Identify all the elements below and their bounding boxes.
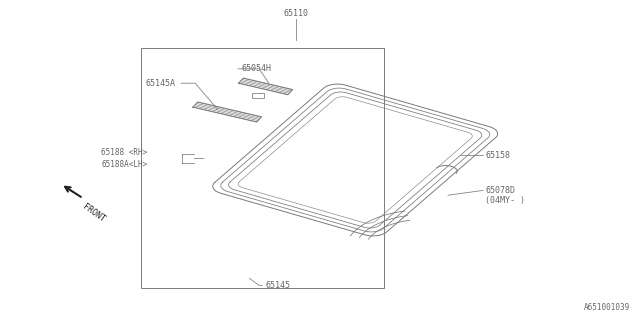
- Text: 65158: 65158: [485, 151, 510, 160]
- Text: 65078D: 65078D: [485, 186, 515, 195]
- Text: A651001039: A651001039: [584, 303, 630, 312]
- Text: 65188A<LH>: 65188A<LH>: [101, 160, 147, 169]
- Text: (04MY- ): (04MY- ): [485, 196, 525, 205]
- Text: 65054H: 65054H: [241, 64, 271, 73]
- Text: 65188 <RH>: 65188 <RH>: [101, 148, 147, 157]
- Bar: [141, 48, 384, 288]
- Text: 65110: 65110: [283, 9, 308, 18]
- Text: FRONT: FRONT: [81, 202, 107, 224]
- Text: 65145A: 65145A: [146, 79, 176, 88]
- Bar: [252, 93, 264, 98]
- Text: 65145: 65145: [266, 281, 291, 290]
